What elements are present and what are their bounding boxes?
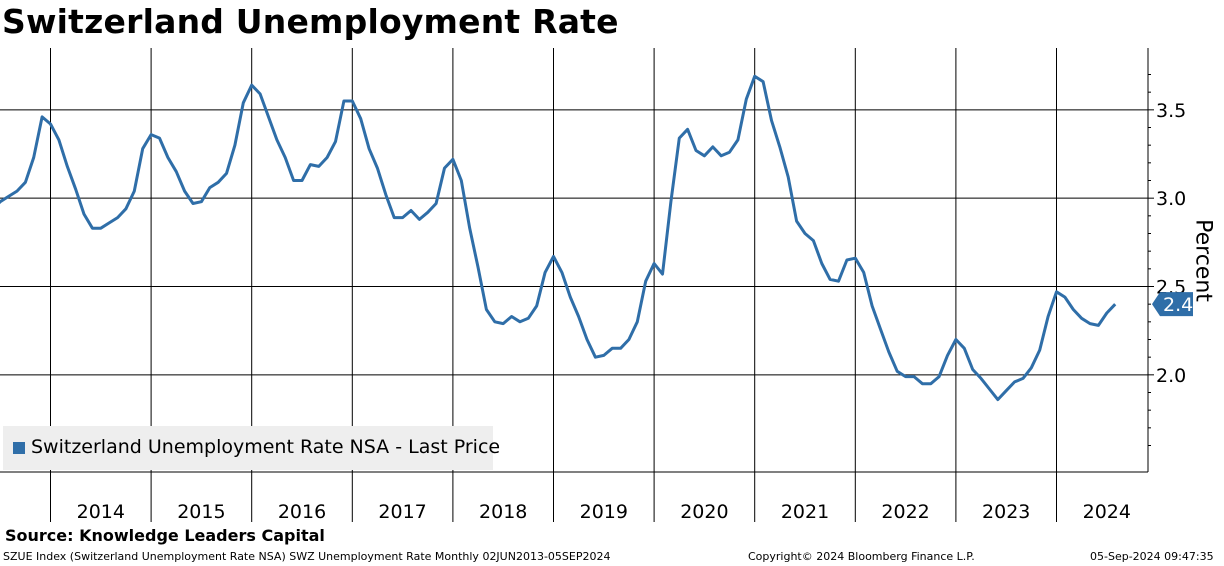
legend: Switzerland Unemployment Rate NSA - Last… <box>3 426 500 470</box>
series-layer <box>0 74 1117 402</box>
x-tick-label: 2023 <box>982 501 1030 523</box>
legend-label: Switzerland Unemployment Rate NSA - Last… <box>31 436 501 458</box>
x-tick-label: 2024 <box>1083 501 1131 523</box>
last-value-marker: 2.4 <box>1152 292 1193 317</box>
y-axis-ticks <box>1148 74 1154 446</box>
chart-title: Switzerland Unemployment Rate <box>2 2 619 41</box>
x-tick-label: 2017 <box>378 501 426 523</box>
footer-copyright: Copyright© 2024 Bloomberg Finance L.P. <box>748 550 975 563</box>
series-line <box>0 74 1117 402</box>
x-tick-label: 2014 <box>77 501 125 523</box>
legend-swatch <box>13 442 25 454</box>
x-tick-label: 2015 <box>177 501 225 523</box>
vertical-gridlines <box>50 48 1057 472</box>
y-axis-title: Percent <box>1190 219 1216 302</box>
x-tick-label: 2019 <box>580 501 628 523</box>
x-axis-labels: 2014 2015 2016 2017 2018 2019 2020 2021 2022 2023… <box>77 501 1131 523</box>
y-tick-label: 3.0 <box>1156 188 1186 210</box>
last-value-label: 2.4 <box>1163 294 1193 316</box>
x-tick-label: 2021 <box>781 501 829 523</box>
footer-timestamp: 05-Sep-2024 09:47:35 <box>1090 550 1214 563</box>
x-tick-label: 2018 <box>479 501 527 523</box>
x-tick-label: 2022 <box>881 501 929 523</box>
horizontal-gridlines <box>0 109 1148 376</box>
y-tick-label: 2.0 <box>1156 365 1186 387</box>
source-note: Source: Knowledge Leaders Capital <box>5 526 325 545</box>
x-axis-ticks <box>50 472 1057 522</box>
last-value-badge <box>1152 292 1193 317</box>
footer-index-info: SZUE Index (Switzerland Unemployment Rat… <box>3 550 611 563</box>
x-tick-label: 2020 <box>680 501 728 523</box>
y-tick-label: 3.5 <box>1156 100 1186 122</box>
y-axis-labels: 2.02.53.03.5 <box>1156 100 1186 387</box>
x-tick-label: 2016 <box>278 501 326 523</box>
